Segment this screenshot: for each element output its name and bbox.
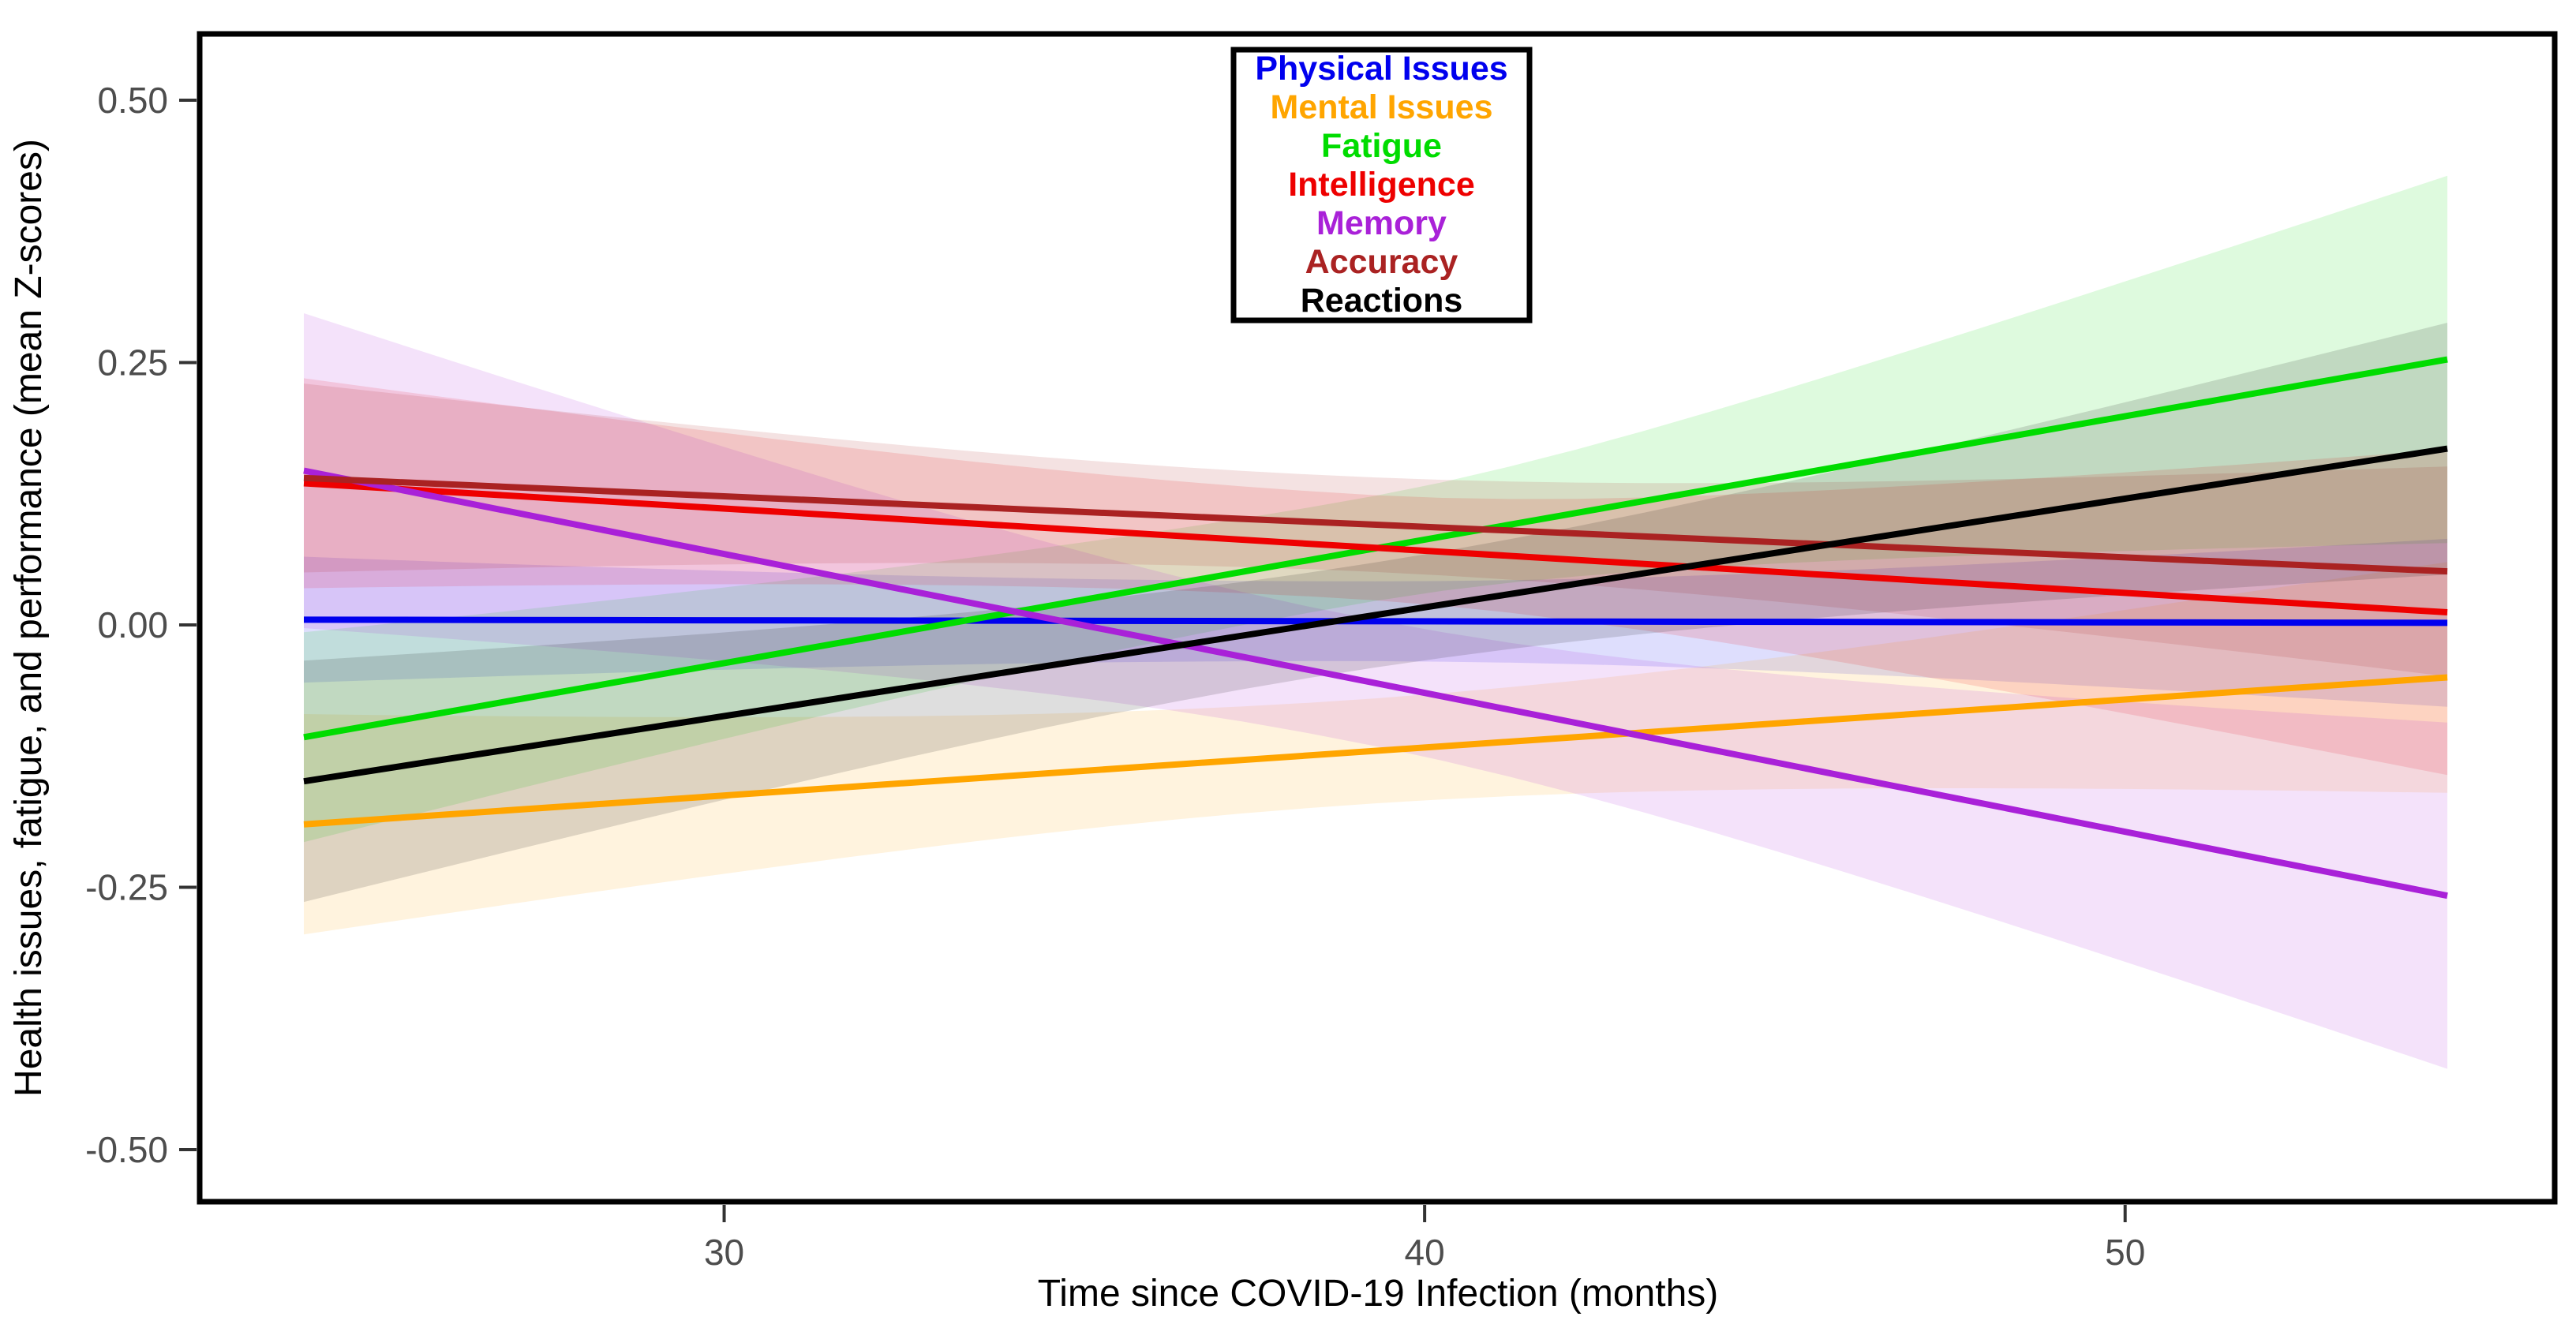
plot-panel-border — [197, 31, 2558, 1205]
series-line-accuracy — [303, 474, 2448, 575]
y-tick-label: -0.25 — [85, 867, 168, 908]
legend-entry-intelligence: Intelligence — [1288, 166, 1475, 204]
ci-ribbon-accuracy — [304, 383, 2447, 677]
y-tick-label: 0.25 — [97, 342, 168, 383]
y-tick-label: 0.00 — [97, 604, 168, 645]
ci-ribbon-intelligence — [304, 378, 2447, 776]
legend-entry-mental-issues: Mental Issues — [1271, 88, 1493, 126]
series-lines-group — [303, 356, 2448, 900]
axes-group: 30 40 50 0.50 0.25 0.00 -0.25 -0.50 — [85, 80, 2145, 1273]
series-line-intelligence — [303, 480, 2448, 616]
legend-entry-memory: Memory — [1316, 204, 1447, 242]
x-tick-label: 50 — [2105, 1232, 2145, 1273]
legend-entry-accuracy: Accuracy — [1305, 243, 1458, 281]
y-tick-label: -0.50 — [85, 1129, 168, 1170]
legend-box — [1230, 47, 1533, 324]
y-axis-title: Health issues, fatigue, and performance … — [8, 139, 50, 1097]
series-line-memory — [303, 467, 2448, 900]
series-line-physical-issues — [303, 616, 2448, 626]
series-line-reactions — [303, 445, 2448, 785]
y-tick-label: 0.50 — [97, 80, 168, 121]
legend-entry-fatigue: Fatigue — [1321, 127, 1442, 165]
x-tick-label: 40 — [1405, 1232, 1445, 1273]
legend-entry-reactions: Reactions — [1301, 282, 1463, 320]
x-tick-label: 30 — [704, 1232, 744, 1273]
ci-ribbon-fatigue — [304, 175, 2447, 843]
series-line-mental-issues — [303, 674, 2448, 828]
x-axis-title: Time since COVID-19 Infection (months) — [1038, 1273, 1719, 1315]
legend-entry-physical-issues: Physical Issues — [1255, 50, 1507, 88]
